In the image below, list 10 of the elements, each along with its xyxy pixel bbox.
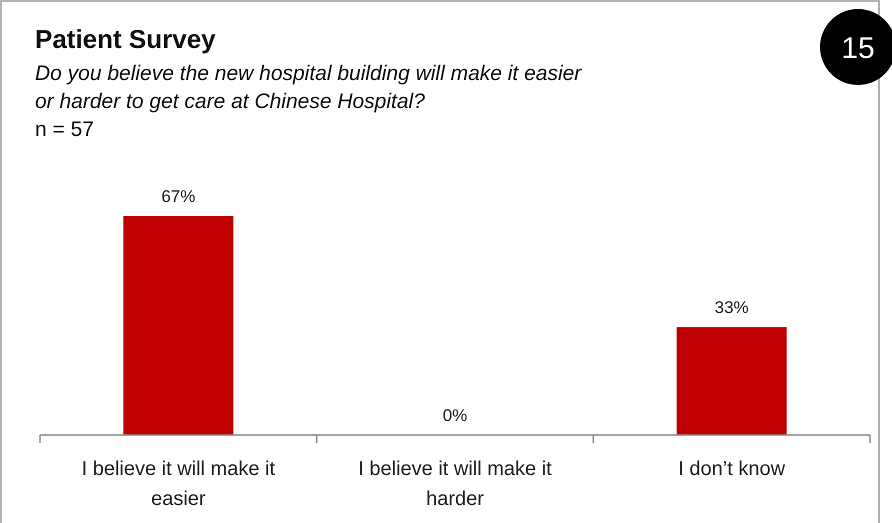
x-tick-label: I don’t know	[678, 458, 786, 480]
chart-title: Patient Survey	[35, 24, 216, 54]
text: 15	[841, 32, 875, 65]
data-label: 67%	[161, 187, 196, 206]
x-tick-label: I believe it will make it harder	[358, 458, 552, 510]
text: n = 57	[35, 118, 94, 141]
data-label: 0%	[442, 406, 468, 425]
chart-subtitle: Do you believe the new hospital building will make it easier or harder to get care at Chinese Hospital?	[35, 62, 582, 113]
data-label: 33%	[714, 298, 749, 318]
x-tick-label: I believe it will make it easier	[82, 458, 276, 510]
